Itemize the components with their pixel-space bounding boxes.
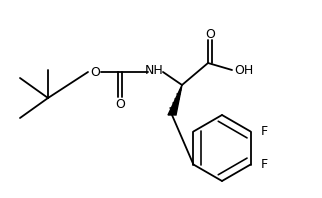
Text: O: O <box>115 97 125 110</box>
Text: O: O <box>205 28 215 41</box>
Text: F: F <box>261 125 268 138</box>
Text: OH: OH <box>234 64 254 76</box>
Polygon shape <box>168 85 182 115</box>
Text: F: F <box>261 158 268 171</box>
Text: NH: NH <box>145 64 163 76</box>
Text: O: O <box>90 66 100 78</box>
